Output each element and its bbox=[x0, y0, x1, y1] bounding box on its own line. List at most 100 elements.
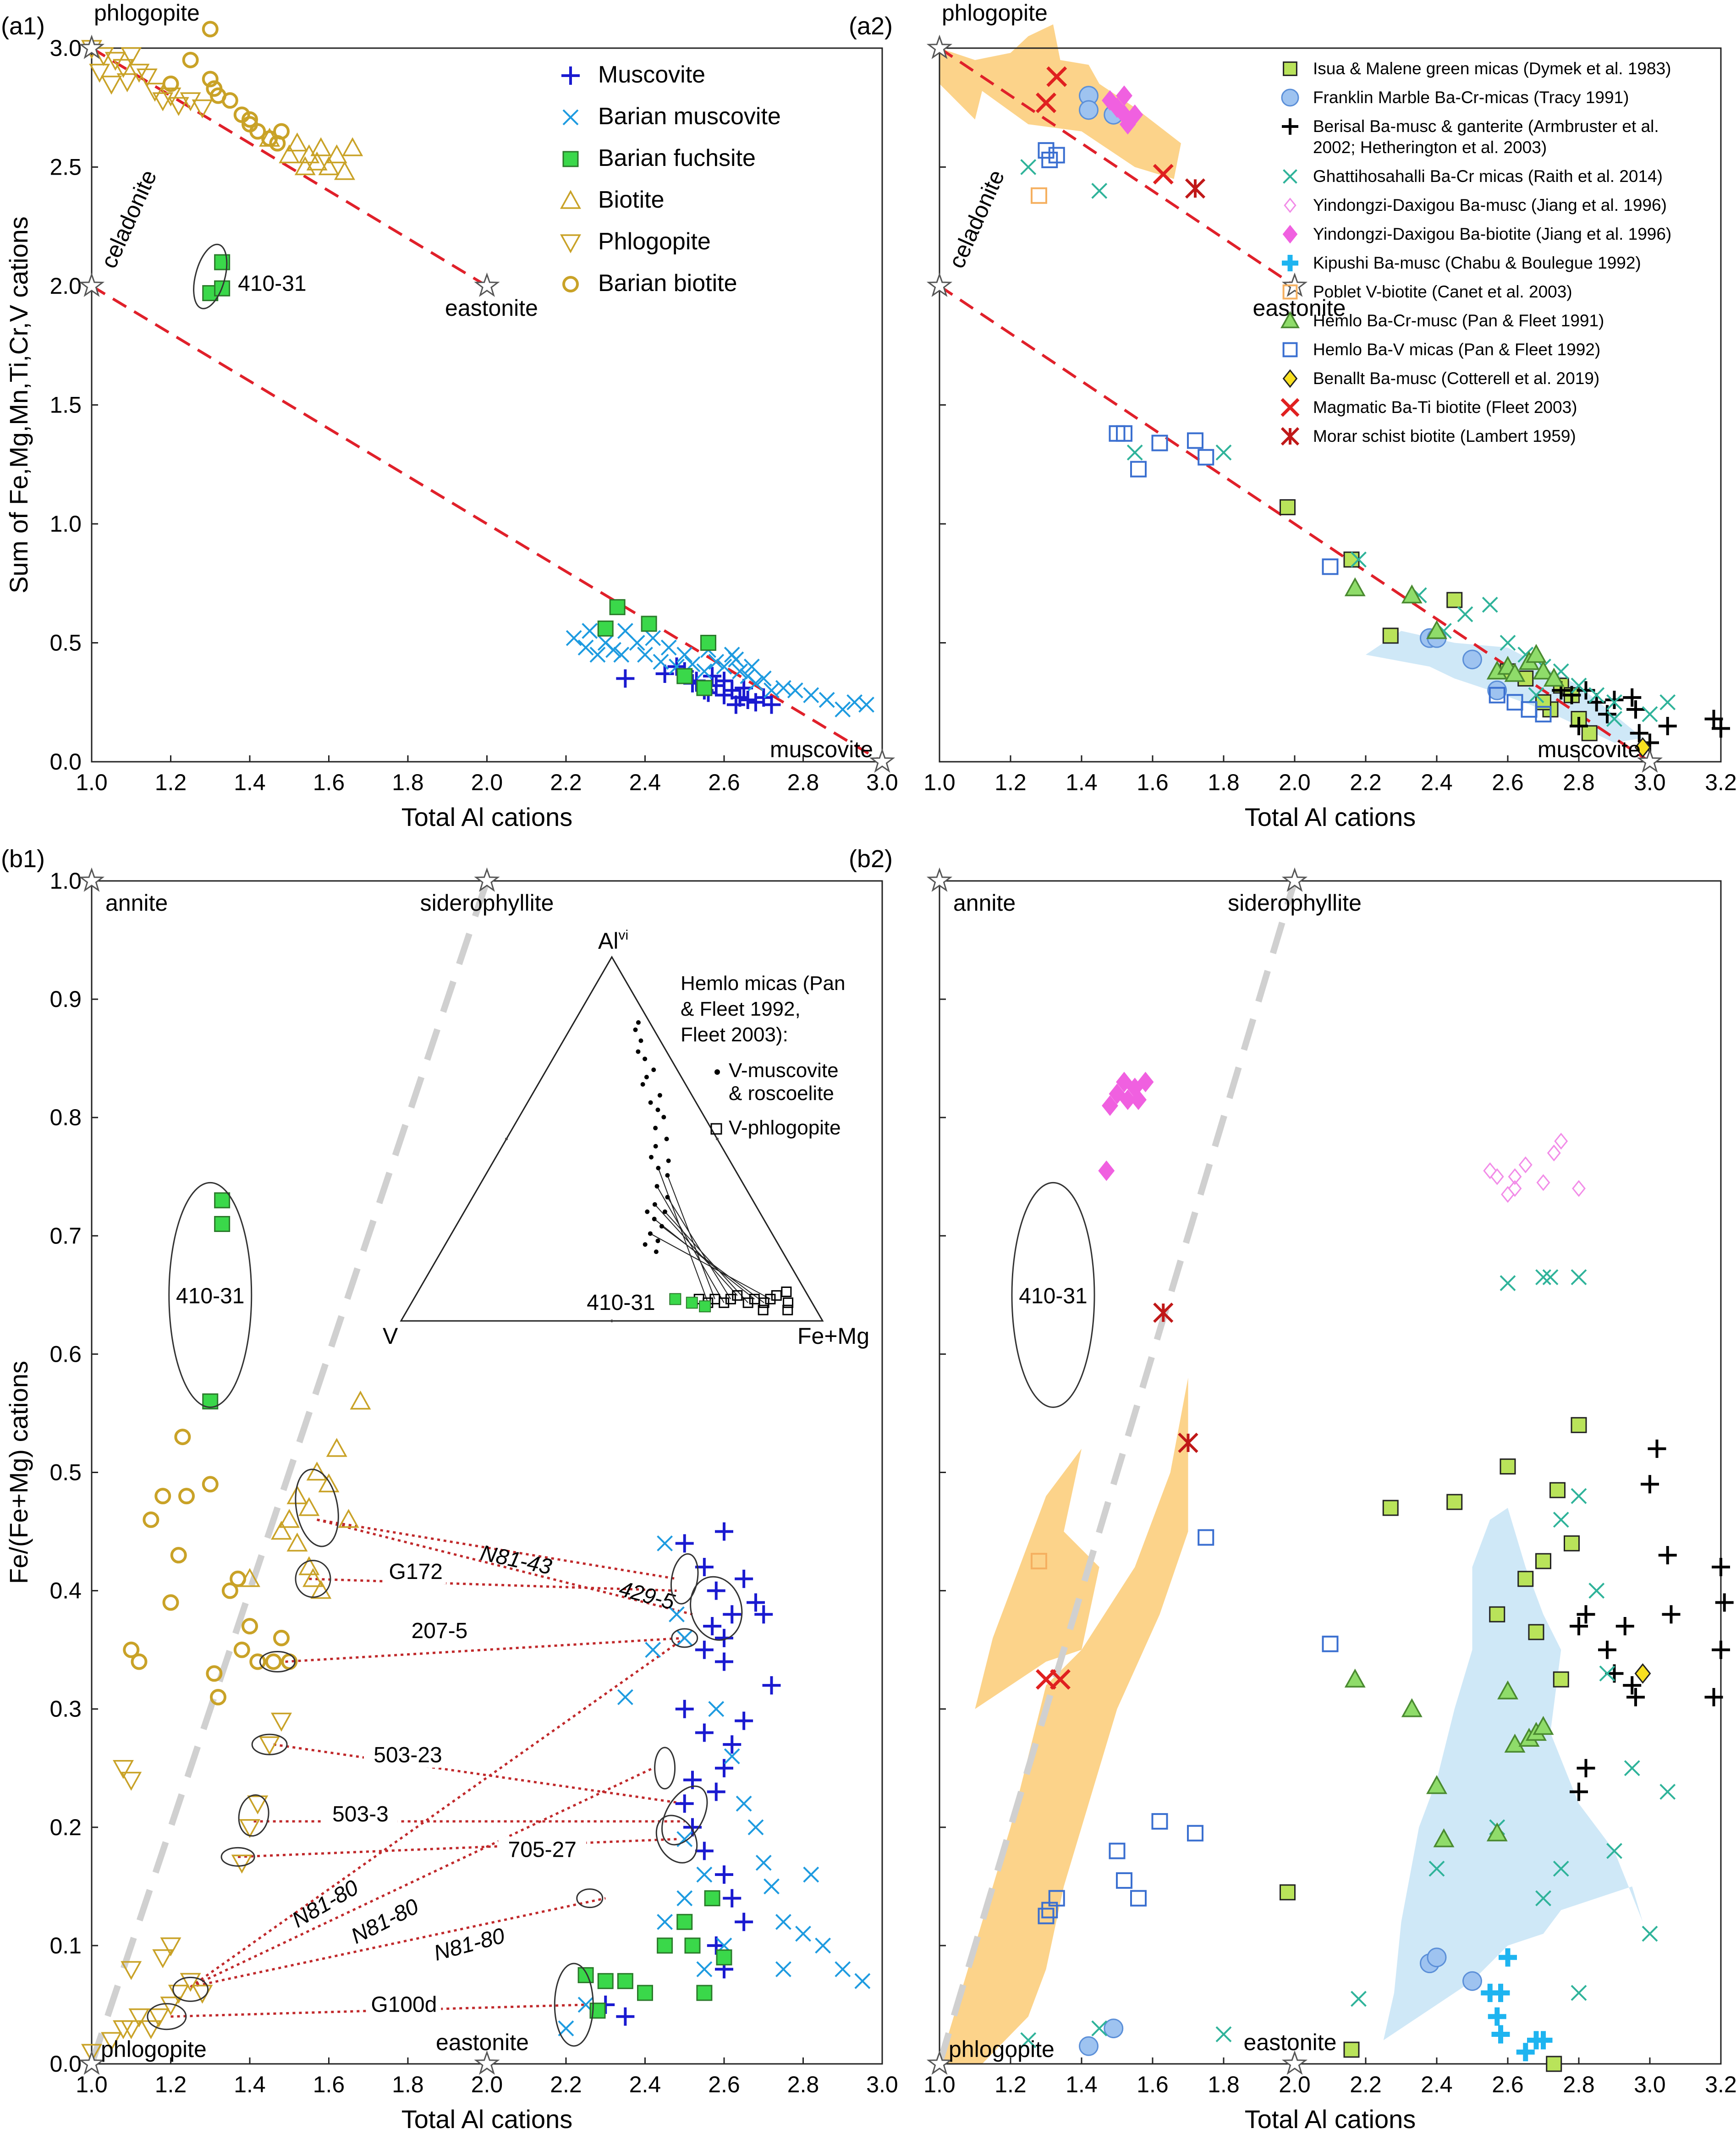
compositional-field bbox=[975, 1448, 1099, 1709]
data-point bbox=[170, 1547, 187, 1564]
data-point bbox=[657, 1914, 673, 1930]
ternary-tie-line bbox=[667, 1197, 731, 1299]
y-tick-label: 1.0 bbox=[49, 868, 82, 894]
data-point bbox=[154, 1488, 171, 1505]
x-axis-title: Total Al cations bbox=[1245, 2105, 1416, 2134]
sample-group-ellipse bbox=[554, 1963, 594, 2047]
ternary-muscovite-point bbox=[655, 1238, 660, 1243]
data-point bbox=[1517, 1571, 1534, 1587]
data-point bbox=[1428, 1860, 1445, 1877]
data-point bbox=[121, 1771, 142, 1791]
ternary-muscovite-point bbox=[643, 1242, 648, 1247]
data-point bbox=[747, 693, 765, 712]
sample-label: 503-3 bbox=[332, 1802, 389, 1826]
data-point bbox=[326, 1438, 347, 1457]
x-tick-label: 1.4 bbox=[234, 2072, 266, 2097]
data-point bbox=[1038, 1908, 1055, 1925]
data-point bbox=[271, 1520, 292, 1540]
data-point bbox=[835, 701, 851, 718]
data-point bbox=[655, 664, 674, 683]
data-point bbox=[609, 599, 626, 616]
data-point bbox=[168, 97, 189, 116]
data-point bbox=[1526, 644, 1547, 663]
endmember-label: phlogopite bbox=[101, 2036, 207, 2062]
mixing-line bbox=[91, 47, 488, 287]
data-point bbox=[259, 1736, 280, 1755]
x-tick-label: 2.0 bbox=[471, 2072, 503, 2097]
data-point bbox=[1508, 1168, 1522, 1185]
x-tick-label: 2.0 bbox=[471, 770, 503, 795]
data-point bbox=[715, 1652, 733, 1671]
data-point bbox=[835, 1961, 851, 1977]
ternary-muscovite-point bbox=[665, 1173, 670, 1178]
sample-label-410-31: 410-31 bbox=[1019, 1284, 1087, 1308]
series-plus bbox=[596, 1522, 781, 2026]
series-plus bbox=[1570, 1439, 1734, 1801]
legend-label: Barian muscovite bbox=[598, 103, 781, 130]
legend-marker bbox=[562, 109, 579, 126]
data-point bbox=[1198, 449, 1214, 466]
ternary-legend-marker bbox=[710, 1123, 722, 1135]
ternary-phlogopite-point bbox=[742, 1297, 753, 1308]
tie-line bbox=[190, 1767, 654, 1988]
label-background bbox=[323, 1801, 398, 1827]
panel-b2: 1.0 1.2 1.4 1.6 1.8 2.0 2.2 2.4 2.6 2.8 3.0 3.2 Tota… bbox=[849, 845, 1736, 2134]
data-point bbox=[645, 1642, 661, 1658]
data-point bbox=[221, 1582, 238, 1599]
ternary-sample-label: 410-31 bbox=[587, 1291, 655, 1315]
sample-ellipse bbox=[193, 243, 228, 309]
data-point bbox=[1198, 1529, 1214, 1546]
endmember-label: annite bbox=[105, 890, 168, 916]
ternary-muscovite-point bbox=[653, 1126, 658, 1131]
series-x bbox=[566, 623, 874, 718]
data-point bbox=[1508, 1180, 1522, 1197]
data-point bbox=[1630, 724, 1648, 742]
x-tick-label: 2.2 bbox=[550, 770, 582, 795]
ternary-fuchsite-point bbox=[669, 1293, 681, 1305]
ternary-phlogopite-point bbox=[781, 1286, 792, 1297]
sample-label: 705-27 bbox=[508, 1837, 577, 1862]
x-tick-label: 2.6 bbox=[1492, 770, 1524, 795]
x-tick-label: 1.2 bbox=[155, 2072, 187, 2097]
x-tick-label: 2.2 bbox=[1350, 2072, 1382, 2097]
x-tick-label: 1.8 bbox=[392, 770, 424, 795]
ternary-muscovite-point bbox=[664, 1137, 669, 1141]
ternary-muscovite-point bbox=[657, 1093, 662, 1098]
data-point bbox=[1712, 719, 1730, 738]
data-point bbox=[1488, 2007, 1506, 2026]
legend-label: Franklin Marble Ba-Cr-micas (Tracy 1991) bbox=[1313, 88, 1629, 107]
data-point bbox=[1623, 1676, 1642, 1695]
data-point bbox=[101, 76, 122, 95]
data-point bbox=[162, 1594, 179, 1611]
series-triangle-up bbox=[259, 127, 363, 180]
series-square bbox=[202, 254, 716, 696]
endmember-star bbox=[926, 34, 953, 59]
legend-label: Benallt Ba-musc (Cotterell et al. 2019) bbox=[1313, 369, 1599, 388]
y-tick-label: 0.0 bbox=[49, 749, 82, 775]
data-point bbox=[1528, 687, 1544, 704]
data-point bbox=[1659, 694, 1676, 710]
data-point bbox=[605, 642, 621, 658]
x-tick-label: 2.0 bbox=[1279, 770, 1311, 795]
mixing-line bbox=[91, 285, 883, 763]
data-point bbox=[657, 1937, 673, 1954]
panel-label: (b1) bbox=[1, 845, 45, 873]
data-point bbox=[128, 2008, 150, 2028]
ternary-muscovite-point bbox=[659, 1224, 664, 1229]
endmember-star bbox=[1281, 2050, 1308, 2075]
ternary-phlogopite-point bbox=[782, 1304, 793, 1315]
data-point bbox=[1343, 551, 1360, 568]
x-tick-label: 3.0 bbox=[1634, 2072, 1666, 2097]
ternary-fuchsite-point bbox=[686, 1297, 698, 1309]
data-point bbox=[641, 616, 657, 632]
x-tick-label: 1.8 bbox=[392, 2072, 424, 2097]
data-point bbox=[302, 1568, 324, 1587]
data-point bbox=[180, 1973, 201, 1992]
data-point bbox=[1504, 1733, 1526, 1753]
x-tick-label: 1.0 bbox=[923, 770, 956, 795]
data-point bbox=[1535, 706, 1552, 723]
legend-label: Barian fuchsite bbox=[598, 145, 756, 171]
data-point bbox=[1351, 1991, 1367, 2007]
data-point bbox=[747, 1593, 765, 1612]
data-point bbox=[174, 1429, 191, 1446]
